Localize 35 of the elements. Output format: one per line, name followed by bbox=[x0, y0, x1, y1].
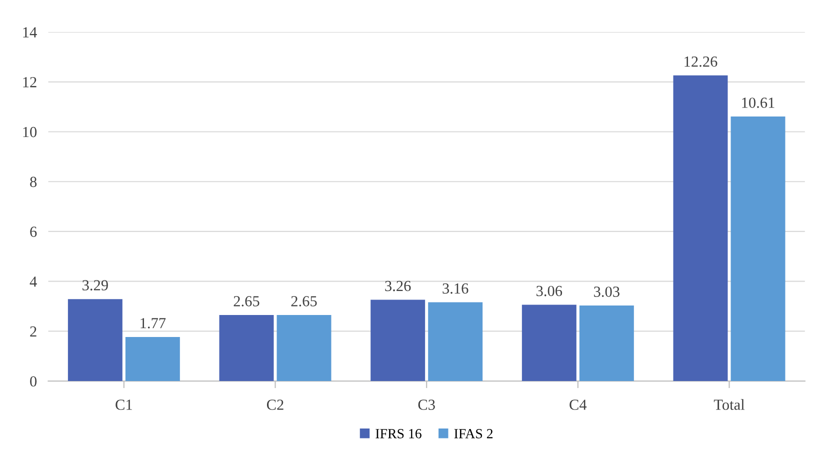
data-label: 3.26 bbox=[385, 280, 411, 292]
y-tick-label: 4 bbox=[30, 276, 37, 287]
data-label: 2.65 bbox=[234, 296, 260, 306]
bar bbox=[276, 315, 332, 382]
bar bbox=[673, 75, 728, 382]
legend-label: IFAS 2 bbox=[454, 429, 493, 438]
data-label: 3.06 bbox=[536, 286, 562, 296]
bar bbox=[428, 302, 483, 382]
data-label: 3.16 bbox=[442, 283, 468, 294]
data-label: 3.03 bbox=[594, 286, 620, 297]
data-label: 3.29 bbox=[82, 280, 108, 290]
y-tick-label: 6 bbox=[30, 226, 37, 237]
bar bbox=[68, 299, 122, 382]
y-tick-label: 8 bbox=[30, 176, 37, 188]
x-tick-label: C4 bbox=[570, 400, 587, 410]
legend-label: IFRS 16 bbox=[376, 429, 422, 438]
x-tick-label: C1 bbox=[116, 400, 132, 410]
y-tick-label: 12 bbox=[23, 77, 36, 88]
y-tick-label: 10 bbox=[23, 126, 37, 138]
data-label: 10.61 bbox=[742, 98, 774, 108]
data-label: 2.65 bbox=[291, 296, 317, 306]
y-tick-label: 0 bbox=[30, 376, 37, 387]
x-tick-label: C2 bbox=[266, 400, 284, 410]
bar bbox=[219, 315, 274, 382]
x-tick-label: Total bbox=[714, 399, 745, 410]
bar bbox=[522, 304, 576, 382]
bar bbox=[370, 300, 426, 382]
x-tick-label: C3 bbox=[418, 400, 435, 410]
bar bbox=[579, 306, 634, 382]
data-label: 1.77 bbox=[140, 318, 166, 328]
data-label: 12.26 bbox=[684, 56, 718, 67]
bar bbox=[125, 336, 180, 382]
y-tick-label: 2 bbox=[30, 326, 36, 337]
bar bbox=[730, 116, 786, 382]
y-tick-label: 14 bbox=[23, 27, 37, 38]
